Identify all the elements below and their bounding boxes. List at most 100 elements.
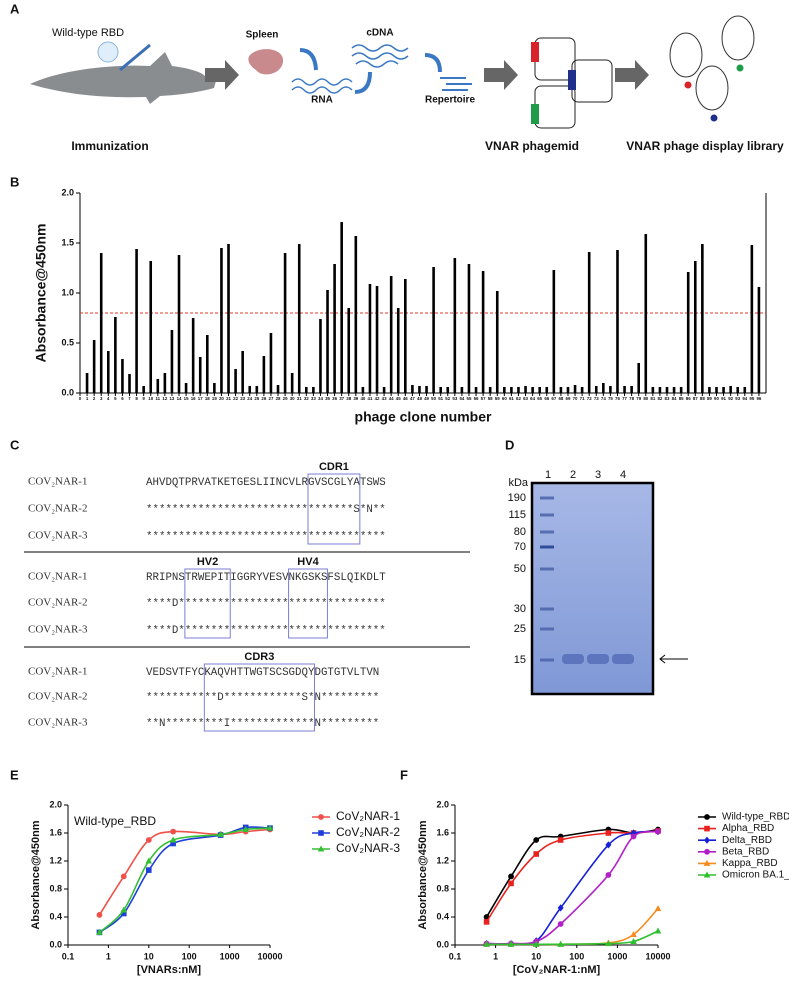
x-tick-label: 27 bbox=[269, 396, 274, 401]
bar bbox=[503, 387, 506, 393]
bar bbox=[276, 385, 280, 393]
x-tick-label: 10 bbox=[531, 951, 541, 961]
protein-band bbox=[587, 654, 609, 664]
x-tick-label: 1000 bbox=[607, 951, 627, 961]
ladder-band bbox=[540, 545, 554, 549]
legend-label: Kappa_RBD bbox=[722, 858, 778, 869]
data-point bbox=[605, 872, 612, 878]
x-tick-label: 50 bbox=[431, 396, 436, 401]
bar bbox=[177, 255, 181, 393]
bar bbox=[121, 359, 124, 393]
bar bbox=[651, 387, 655, 393]
x-tick-label: 1 bbox=[86, 396, 89, 401]
bar bbox=[602, 383, 605, 393]
data-point bbox=[145, 837, 152, 843]
bar bbox=[715, 387, 718, 393]
bar bbox=[453, 258, 457, 393]
panel-label: D bbox=[505, 437, 514, 452]
ladder-band bbox=[540, 513, 554, 517]
bar bbox=[106, 351, 110, 393]
x-tick-label: 76 bbox=[615, 396, 620, 401]
insert bbox=[531, 42, 539, 62]
x-tick-label: 31 bbox=[297, 396, 302, 401]
x-tick-label: 29 bbox=[283, 396, 288, 401]
x-tick-label: 96 bbox=[756, 396, 761, 401]
legend-label: Wild-type_RBD bbox=[722, 812, 789, 823]
legend-marker bbox=[704, 848, 710, 855]
bar bbox=[418, 386, 421, 393]
x-tick-label: 69 bbox=[566, 396, 571, 401]
x-tick-label: 9 bbox=[142, 396, 145, 401]
sequence: ****D******************************** bbox=[146, 598, 386, 610]
y-tick-label: 1.0 bbox=[61, 287, 74, 297]
arrow bbox=[205, 60, 239, 90]
ladder-band bbox=[540, 607, 554, 611]
spleen bbox=[248, 49, 284, 75]
x-tick-label: 7 bbox=[128, 396, 131, 401]
x-tick-label: 60 bbox=[502, 396, 507, 401]
x-tick-label: 11 bbox=[155, 396, 160, 401]
data-point bbox=[146, 867, 152, 873]
legend-label: Alpha_RBD bbox=[722, 823, 774, 834]
bar bbox=[686, 272, 690, 393]
x-tick-label: 10000 bbox=[645, 951, 670, 961]
bar bbox=[736, 387, 740, 393]
ladder-band bbox=[540, 627, 554, 631]
display bbox=[710, 114, 718, 122]
x-tick-label: 89 bbox=[707, 396, 712, 401]
data-point bbox=[170, 840, 176, 847]
flow-arrow bbox=[354, 71, 372, 94]
x-tick-label: 59 bbox=[495, 396, 500, 401]
legend-label: CoV₂NAR-3 bbox=[336, 841, 400, 855]
x-tick-label: 17 bbox=[198, 396, 203, 401]
bar bbox=[665, 387, 669, 393]
series-line bbox=[485, 828, 659, 918]
bar bbox=[488, 387, 492, 393]
bar bbox=[163, 373, 167, 393]
phage bbox=[695, 65, 729, 111]
bar bbox=[425, 386, 428, 393]
sequence-name: COV₂NAR-1 bbox=[28, 571, 87, 583]
bar bbox=[701, 244, 704, 393]
bar bbox=[757, 287, 761, 393]
x-tick-label: 12 bbox=[162, 396, 167, 401]
x-tick-label: 87 bbox=[693, 396, 698, 401]
x-tick-label: 94 bbox=[742, 396, 747, 401]
bar bbox=[609, 386, 612, 393]
bar bbox=[531, 387, 534, 393]
marker-label: 80 bbox=[514, 526, 526, 538]
legend-marker bbox=[703, 871, 711, 878]
bar bbox=[205, 335, 209, 393]
x-tick-label: 18 bbox=[205, 396, 210, 401]
bar bbox=[545, 387, 549, 393]
x-tick-label: 71 bbox=[580, 396, 585, 401]
y-tick-label: 2.0 bbox=[61, 187, 74, 197]
bar bbox=[248, 386, 252, 393]
x-tick-label: 44 bbox=[389, 396, 394, 401]
x-tick-label: 63 bbox=[523, 396, 528, 401]
region-label: CDR3 bbox=[244, 651, 274, 663]
bar bbox=[234, 369, 237, 393]
bar bbox=[227, 244, 230, 393]
ladder-band bbox=[540, 658, 554, 662]
x-tick-label: 34 bbox=[318, 396, 323, 401]
x-tick-label: 81 bbox=[650, 396, 655, 401]
series-line bbox=[486, 830, 659, 945]
data-point bbox=[605, 830, 612, 836]
schematic-label: VNAR phagemid bbox=[485, 139, 579, 153]
legend-marker bbox=[704, 836, 710, 844]
region-box bbox=[288, 568, 328, 639]
x-tick-label: 93 bbox=[735, 396, 740, 401]
x-tick-label: 68 bbox=[558, 396, 563, 401]
region-label: CDR1 bbox=[319, 461, 349, 473]
panel-label: A bbox=[10, 1, 20, 16]
x-tick-label: 91 bbox=[721, 396, 726, 401]
bar bbox=[411, 385, 414, 393]
ladder-band bbox=[540, 496, 554, 500]
x-tick-label: 57 bbox=[481, 396, 486, 401]
data-point bbox=[170, 828, 177, 835]
band-arrow bbox=[659, 654, 688, 664]
bar bbox=[644, 234, 648, 393]
data-point bbox=[557, 940, 564, 947]
